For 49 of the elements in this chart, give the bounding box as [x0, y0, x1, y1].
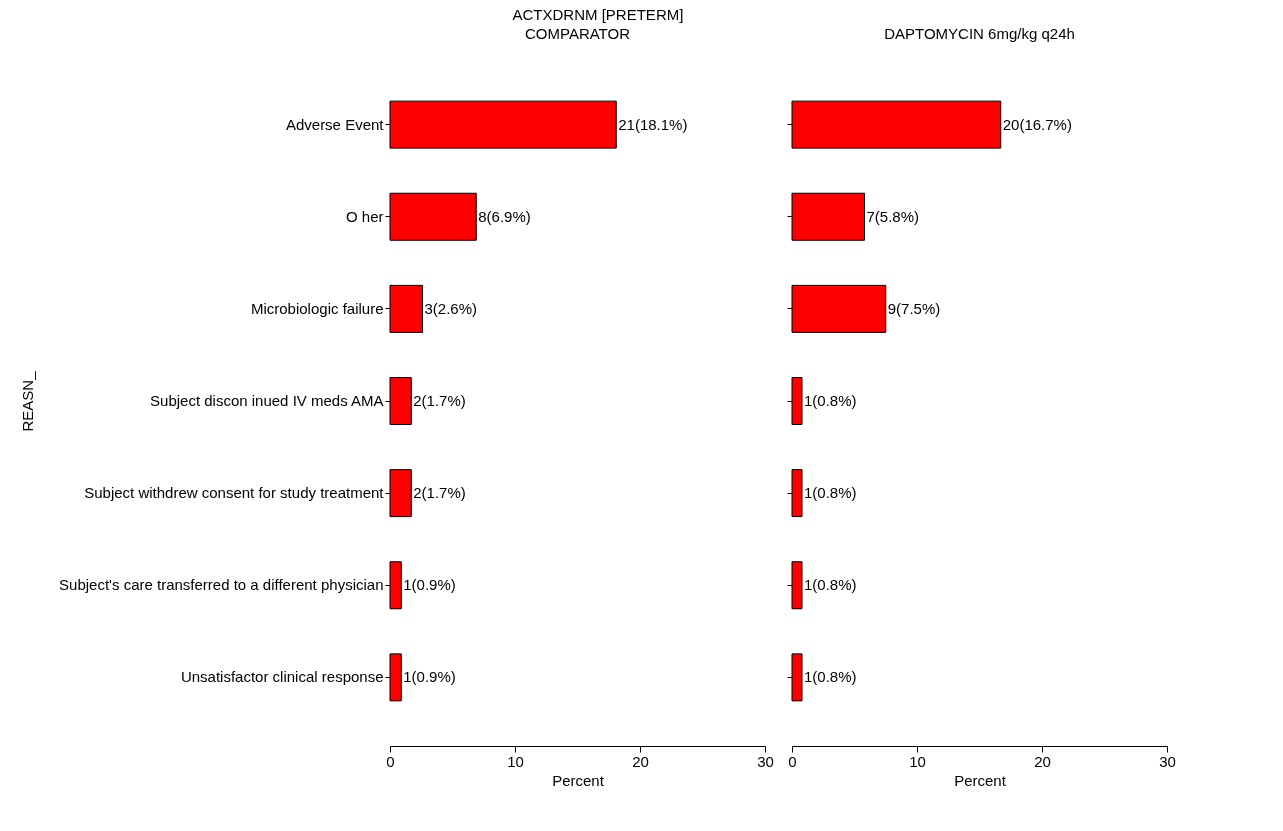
chart-subtitle: COMPARATOR	[524, 25, 631, 42]
data-label: 1(0.9%)	[403, 668, 456, 686]
x-tick-label: 10	[507, 752, 524, 770]
y-tick-label: O her	[345, 207, 384, 225]
bar	[389, 284, 423, 333]
y-tick-label: Subject discon inued IV meds AMA	[150, 392, 384, 409]
bar	[389, 192, 477, 241]
bar	[791, 377, 803, 425]
x-axis-title: Percent	[552, 771, 605, 789]
chart-title: ACTXDRNM [PRETERM]	[512, 6, 684, 23]
data-label: 3(2.6%)	[424, 299, 478, 317]
data-label: 8(6.9%)	[478, 207, 531, 225]
data-label: 2(1.7%)	[413, 392, 466, 409]
data-label: 1(0.8%)	[804, 668, 857, 686]
bar	[389, 100, 617, 149]
data-label: 2(1.7%)	[413, 484, 466, 502]
data-label: 1(0.9%)	[403, 576, 456, 594]
bar	[389, 561, 402, 610]
x-tick-label: 10	[909, 752, 926, 770]
x-tick-label: 20	[1034, 752, 1051, 770]
x-tick-label: 20	[632, 752, 649, 770]
data-label: 7(5.8%)	[866, 207, 920, 225]
data-label: 20(16.7%)	[1002, 115, 1072, 133]
x-tick-label: 0	[788, 752, 797, 770]
bar	[389, 469, 412, 518]
bar	[791, 561, 803, 610]
x-tick-label: 0	[386, 752, 395, 770]
y-tick-label: Adverse Event	[285, 115, 385, 133]
chart-title: DAPTOMYCIN 6mg/kg q24h	[884, 25, 1075, 42]
bar	[791, 469, 803, 518]
data-label: 1(0.8%)	[804, 576, 857, 594]
bar	[791, 653, 803, 702]
bar	[389, 653, 402, 702]
bar	[791, 284, 887, 333]
y-tick-label: Unsatisfactor clinical response	[180, 668, 384, 686]
bar	[791, 100, 1002, 149]
x-axis-title: Percent	[954, 771, 1007, 789]
y-tick-label: Microbiologic failure	[250, 299, 384, 317]
x-tick-label: 30	[1159, 752, 1176, 770]
y-axis-title: REASN_	[19, 370, 37, 432]
bar	[791, 192, 865, 241]
data-label: 21(18.1%)	[618, 115, 688, 133]
x-tick-label: 30	[757, 752, 774, 770]
y-tick-label: Subject withdrew consent for study treatment	[84, 484, 385, 502]
bar	[389, 377, 412, 425]
y-tick-label: Subject's care transferred to a different physician	[59, 576, 384, 594]
data-label: 1(0.8%)	[804, 392, 857, 409]
data-label: 1(0.8%)	[804, 484, 857, 502]
data-label: 9(7.5%)	[887, 299, 941, 317]
